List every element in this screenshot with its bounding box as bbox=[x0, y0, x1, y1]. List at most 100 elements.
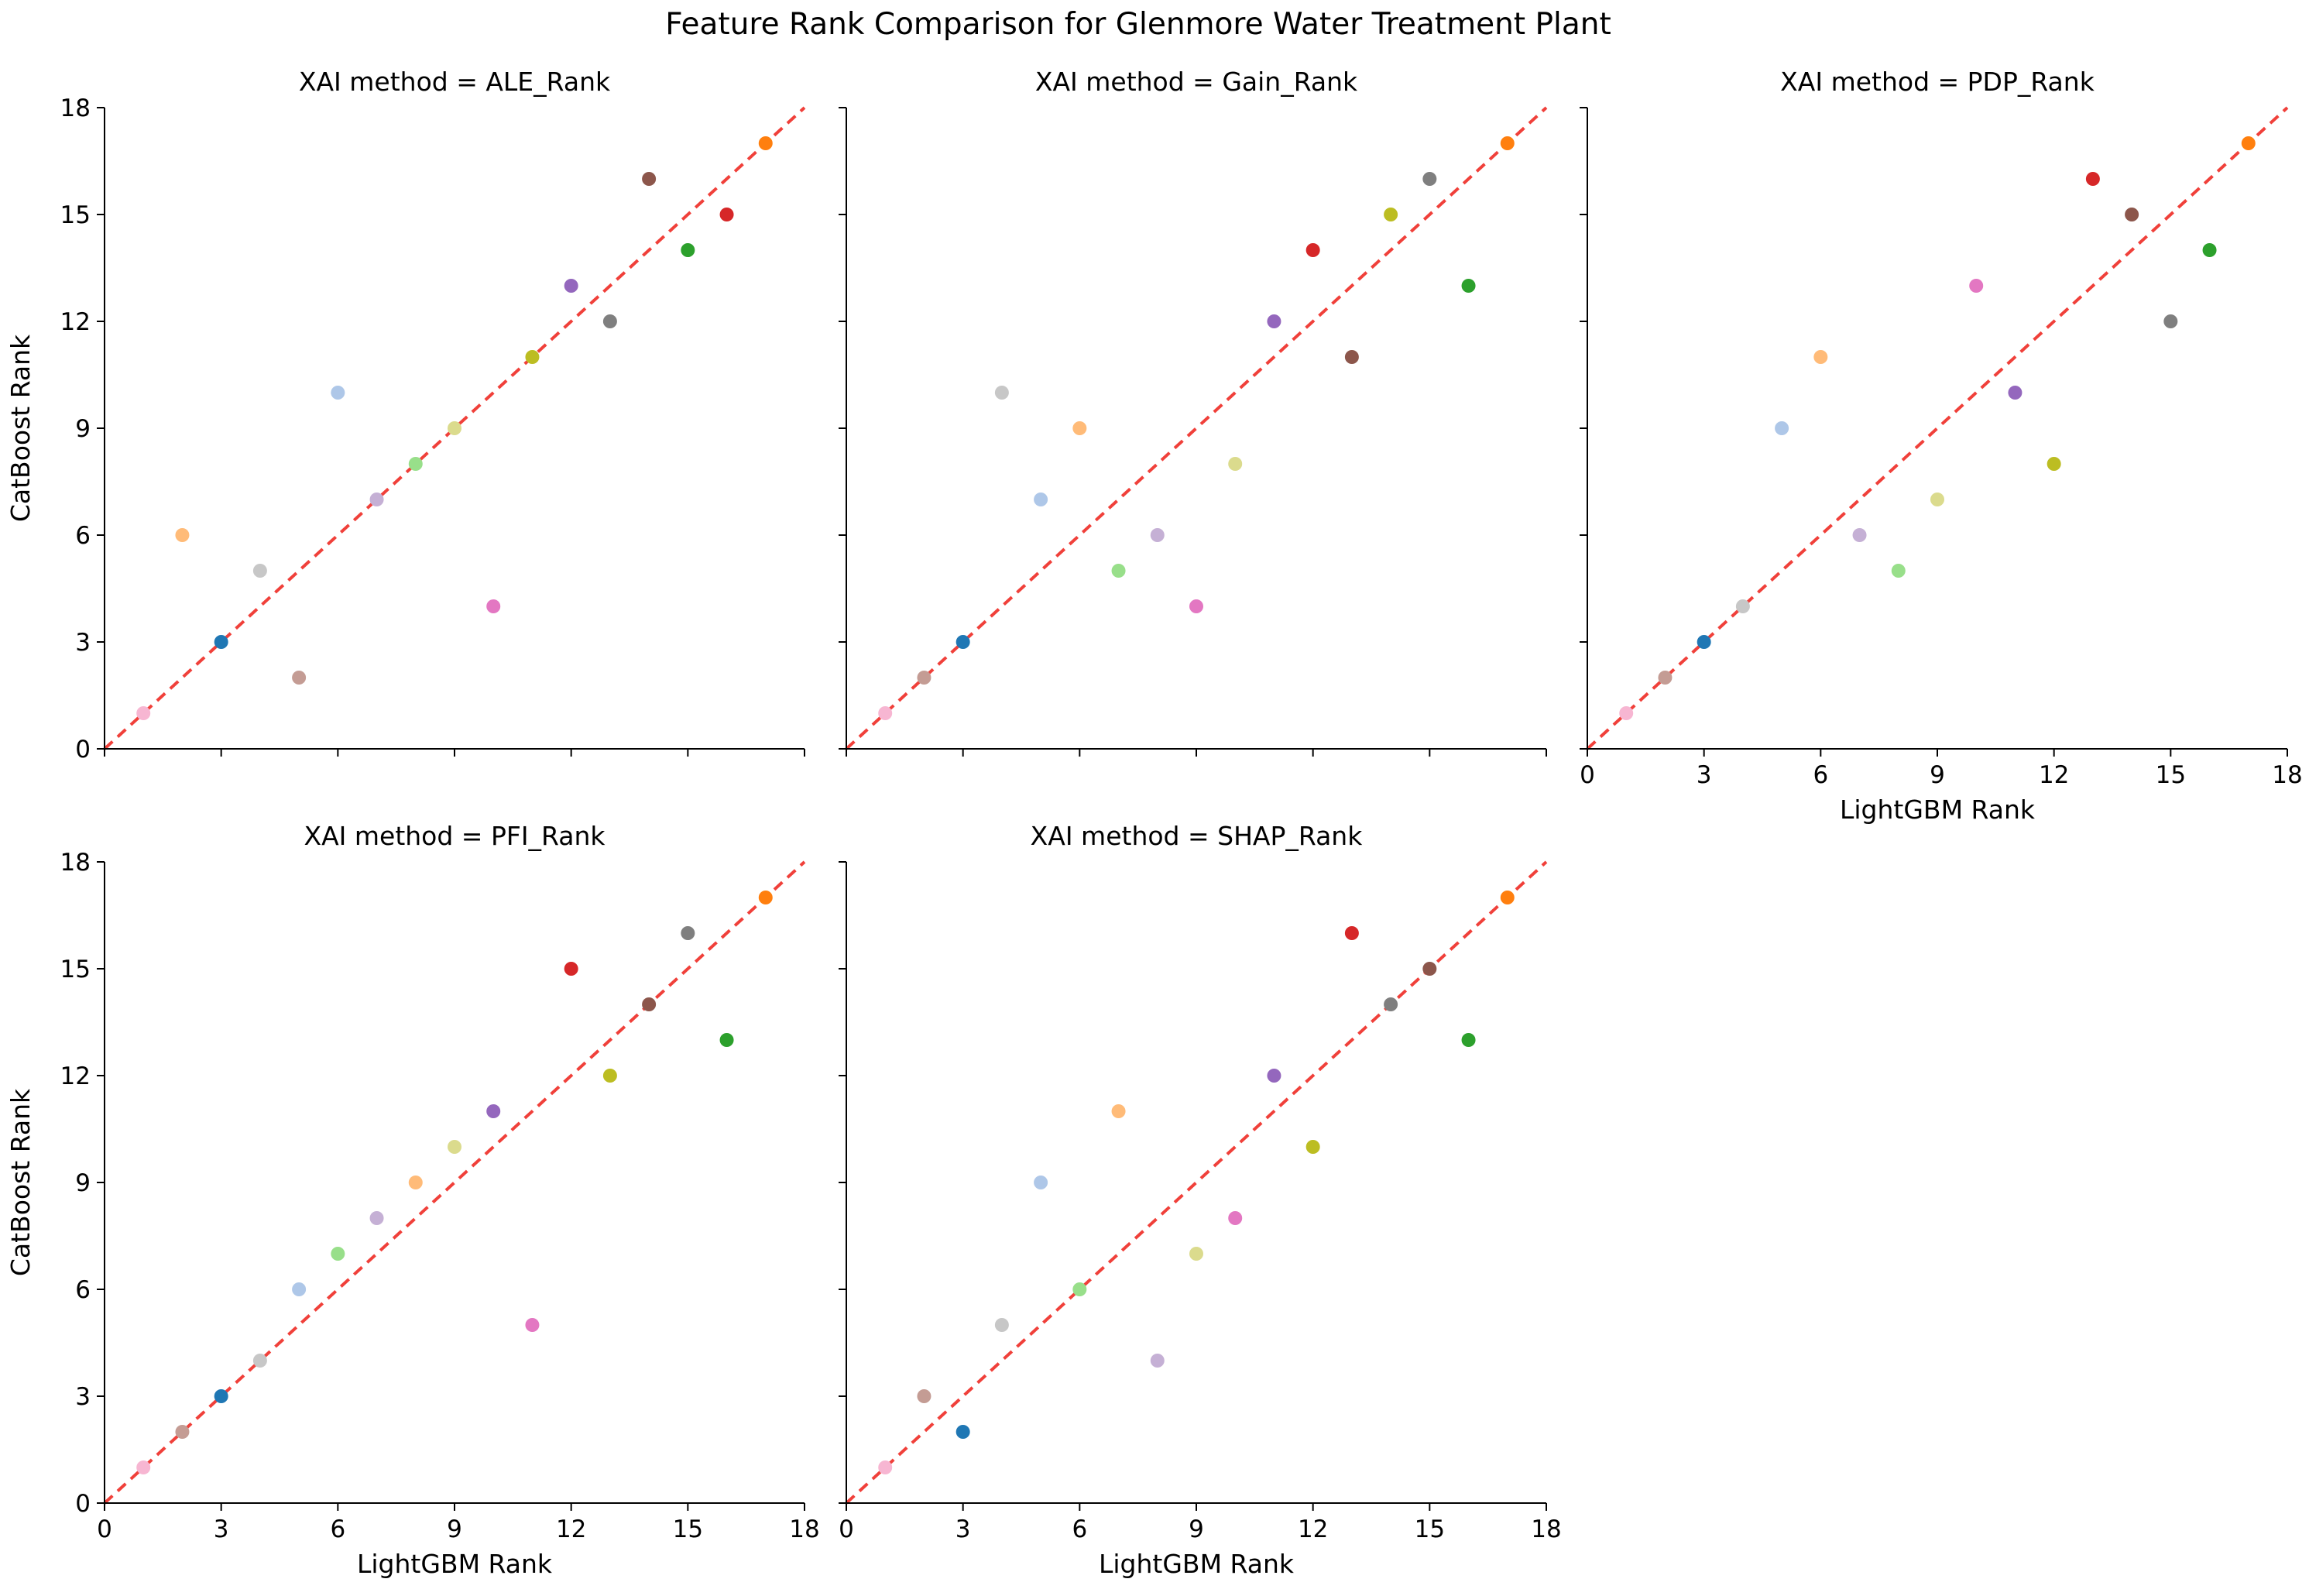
data-point bbox=[525, 350, 540, 364]
data-point bbox=[2163, 314, 2178, 328]
data-point bbox=[2202, 243, 2217, 257]
y-tick-label: 6 bbox=[75, 522, 91, 550]
data-point bbox=[602, 1069, 617, 1083]
y-tick-label: 0 bbox=[75, 1490, 91, 1518]
x-axis-label: LightGBM Rank bbox=[1099, 1549, 1295, 1579]
x-tick-label: 12 bbox=[556, 1515, 586, 1543]
data-point bbox=[681, 243, 695, 257]
data-point bbox=[1111, 1104, 1126, 1118]
data-point bbox=[214, 1389, 228, 1403]
y-tick-label: 3 bbox=[75, 1383, 91, 1411]
data-point bbox=[1305, 1140, 1320, 1154]
y-tick-label: 15 bbox=[60, 201, 91, 229]
x-tick-label: 18 bbox=[1531, 1515, 1561, 1543]
y-tick-label: 15 bbox=[60, 956, 91, 983]
data-point bbox=[175, 528, 190, 542]
y-tick-label: 0 bbox=[75, 736, 91, 764]
data-point bbox=[1344, 926, 1359, 940]
data-point bbox=[1228, 1211, 1243, 1225]
y-tick-label: 3 bbox=[75, 629, 91, 657]
x-tick-label: 9 bbox=[447, 1515, 462, 1543]
x-tick-label: 6 bbox=[1813, 761, 1828, 789]
y-tick-label: 9 bbox=[75, 415, 91, 443]
y-tick-label: 9 bbox=[75, 1169, 91, 1197]
data-point bbox=[331, 1247, 345, 1261]
data-point bbox=[252, 1354, 267, 1368]
data-point bbox=[1072, 421, 1087, 435]
reference-line bbox=[845, 106, 1548, 750]
data-point bbox=[525, 1318, 540, 1332]
x-axis-label: LightGBM Rank bbox=[357, 1549, 553, 1579]
x-axis-label: LightGBM Rank bbox=[1840, 795, 2036, 825]
data-point bbox=[136, 1460, 151, 1474]
x-tick-label: 12 bbox=[1298, 1515, 1328, 1543]
data-point bbox=[878, 706, 893, 720]
x-tick-label: 9 bbox=[1930, 761, 1945, 789]
data-point bbox=[1072, 1282, 1087, 1296]
data-point bbox=[1344, 350, 1359, 364]
data-point bbox=[602, 314, 617, 328]
data-point bbox=[1461, 1033, 1476, 1047]
data-point bbox=[331, 386, 345, 400]
y-tick-label: 12 bbox=[60, 308, 91, 336]
data-point bbox=[136, 706, 151, 720]
data-point bbox=[956, 635, 970, 649]
data-point bbox=[408, 1176, 423, 1189]
data-point bbox=[292, 671, 307, 685]
data-point bbox=[994, 1318, 1009, 1332]
data-point bbox=[917, 1389, 931, 1403]
x-tick-label: 18 bbox=[2272, 761, 2302, 789]
panel-1: XAI method = ALE_Rank 0 3 6 9 12 15 18 CatBoost … bbox=[5, 67, 806, 764]
data-point bbox=[1930, 493, 1944, 506]
figure-title: Feature Rank Comparison for Glenmore Wat… bbox=[665, 7, 1611, 42]
data-point bbox=[1697, 635, 1711, 649]
x-tick-label: 15 bbox=[673, 1515, 703, 1543]
reference-line bbox=[103, 860, 806, 1505]
data-point bbox=[1500, 136, 1515, 150]
x-tick-label: 6 bbox=[1072, 1515, 1087, 1543]
panel-4: XAI method = PFI_Rank 00 3 3 6 6 9 9 12 12 15 15 18 1… bbox=[5, 821, 820, 1579]
data-point bbox=[1189, 599, 1203, 613]
data-point bbox=[2085, 172, 2100, 186]
data-point bbox=[642, 997, 657, 1011]
panel-5: XAI method = SHAP_Rank 0 3 6 9 12 15 18 LightGBM… bbox=[839, 821, 1562, 1579]
data-point bbox=[1461, 279, 1476, 293]
data-point bbox=[564, 962, 578, 976]
y-tick-label: 18 bbox=[60, 849, 91, 877]
data-point bbox=[2047, 457, 2061, 471]
panel-2: XAI method = Gain_Rank bbox=[839, 67, 1548, 757]
data-point bbox=[758, 136, 773, 150]
data-point bbox=[994, 386, 1009, 400]
data-point bbox=[1384, 208, 1398, 221]
data-point bbox=[1422, 962, 1437, 976]
x-tick-label: 3 bbox=[956, 1515, 971, 1543]
data-point bbox=[1813, 350, 1828, 364]
data-point bbox=[758, 891, 773, 904]
data-point bbox=[1422, 172, 1437, 186]
reference-line bbox=[1586, 106, 2289, 750]
data-point bbox=[1034, 1176, 1048, 1189]
x-tick-label: 3 bbox=[214, 1515, 229, 1543]
x-tick-label: 0 bbox=[1580, 761, 1595, 789]
data-point bbox=[1891, 564, 1906, 578]
data-point bbox=[292, 1282, 307, 1296]
data-point bbox=[1969, 279, 1984, 293]
data-point bbox=[1150, 528, 1165, 542]
x-tick-label: 9 bbox=[1189, 1515, 1204, 1543]
data-point bbox=[486, 599, 501, 613]
panel-title: XAI method = Gain_Rank bbox=[1035, 67, 1358, 97]
data-point bbox=[1500, 891, 1515, 904]
data-point bbox=[681, 926, 695, 940]
panel-title: XAI method = ALE_Rank bbox=[299, 67, 611, 97]
data-point bbox=[1384, 997, 1398, 1011]
data-point bbox=[1189, 1247, 1203, 1261]
y-axis-label: CatBoost Rank bbox=[5, 334, 36, 522]
y-tick-label: 12 bbox=[60, 1062, 91, 1090]
x-tick-label: 15 bbox=[2156, 761, 2186, 789]
data-point bbox=[719, 1033, 734, 1047]
data-point bbox=[917, 671, 931, 685]
data-point bbox=[1658, 671, 1673, 685]
x-tick-label: 6 bbox=[330, 1515, 345, 1543]
data-point bbox=[1150, 1354, 1165, 1368]
